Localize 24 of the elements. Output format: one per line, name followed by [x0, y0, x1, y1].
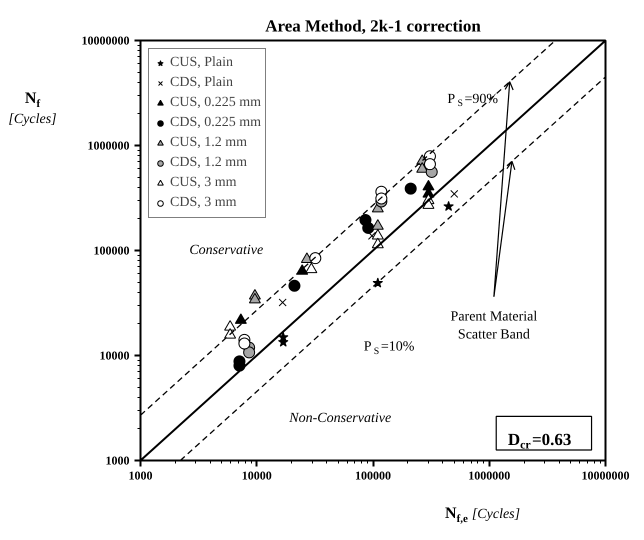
y-tick-label: 1000 [106, 454, 130, 468]
y-tick-label: 10000 [100, 348, 130, 362]
legend-label: CUS, 3 mm [170, 175, 237, 191]
y-tick-label: 100000 [94, 244, 130, 258]
legend-label: CDS, 0.225 mm [170, 115, 262, 131]
legend-label: CUS, 0.225 mm [170, 95, 262, 111]
chart-title: Area Method, 2k-1 correction [265, 16, 482, 36]
annotation: Non-Conservative [288, 411, 392, 426]
legend-label: CDS, 3 mm [170, 195, 237, 211]
annotation: Conservative [189, 243, 264, 258]
legend-label: CUS, Plain [170, 55, 234, 71]
legend-label: CDS, 1.2 mm [170, 155, 248, 171]
x-tick-label: 100000 [355, 468, 391, 482]
legend-label: CUS, 1.2 mm [170, 135, 248, 151]
x-axis-title: N$_{f,e}$ [Cycles] [445, 505, 520, 526]
y-tick-label: 10000000 [82, 34, 130, 48]
x-tick-label: 10000000 [582, 468, 630, 482]
x-tick-label: 1000 [128, 468, 152, 482]
y-axis-title: N$_{f}$ [Cycles] [8, 90, 57, 128]
y-tick-label: 1000000 [88, 138, 130, 152]
annotation: Parent Material Scatter Band [450, 309, 538, 342]
x-tick-label: 10000 [242, 468, 272, 482]
x-tick-label: 1000000 [468, 468, 510, 482]
legend-label: CDS, Plain [170, 75, 234, 91]
